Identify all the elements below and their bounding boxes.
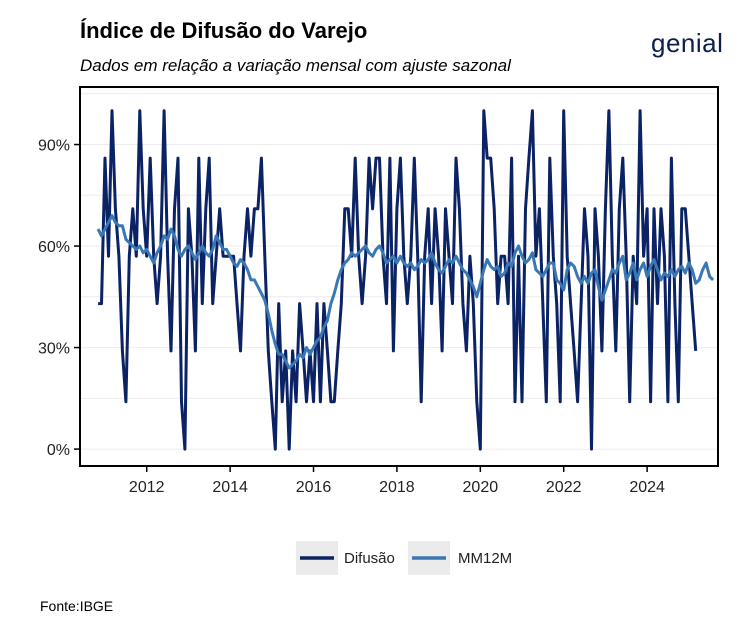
legend-label-mm12m: MM12M	[458, 550, 512, 567]
plot-frame	[79, 86, 719, 467]
x-tick-label: 2014	[212, 479, 248, 496]
legend: Difusão MM12M	[296, 541, 512, 575]
source-note: Fonte:IBGE	[40, 598, 114, 614]
x-tick-label: 2012	[129, 479, 165, 496]
y-tick-label: 0%	[47, 442, 70, 459]
brand-logo: genial	[651, 28, 724, 58]
y-tick-label: 30%	[38, 341, 70, 358]
grid-lines	[80, 93, 718, 450]
x-tick-label: 2024	[629, 479, 665, 496]
series-lines	[96, 109, 715, 451]
axis-ticks: 0% 30% 60% 90% 2012 2014 2016 2018 2020 2022 2024	[38, 138, 665, 496]
chart-subtitle: Dados em relação a variação mensal com a…	[80, 56, 511, 75]
series-line-difusao	[98, 109, 698, 451]
series-line-mm12m	[96, 214, 715, 370]
chart-title: Índice de Difusão do Varejo	[80, 18, 368, 43]
x-tick-label: 2016	[296, 479, 332, 496]
x-tick-label: 2018	[379, 479, 415, 496]
y-tick-label: 60%	[38, 239, 70, 256]
x-tick-label: 2022	[546, 479, 582, 496]
x-tick-label: 2020	[463, 479, 499, 496]
y-tick-label: 90%	[38, 138, 70, 155]
legend-label-difusao: Difusão	[344, 550, 395, 567]
